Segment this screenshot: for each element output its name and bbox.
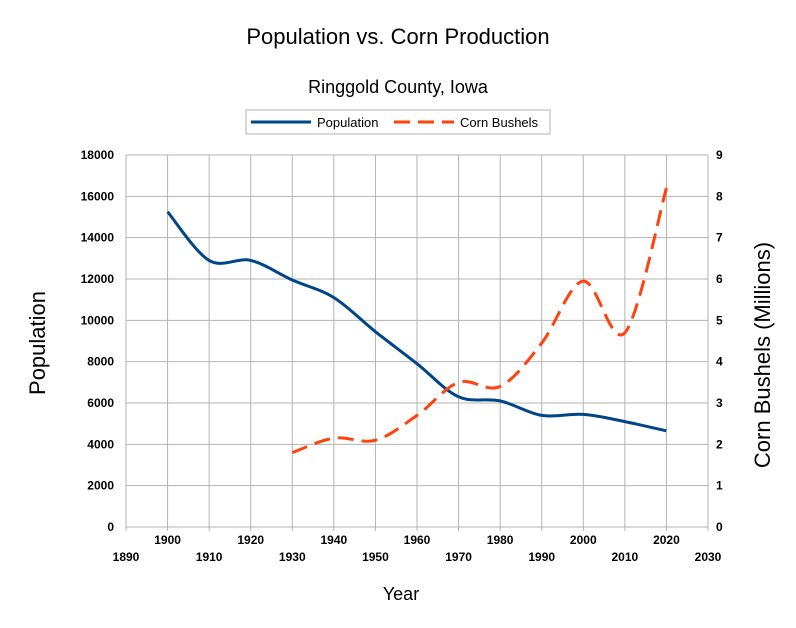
y-tick-label: 18000: [81, 148, 115, 162]
y-tick-label: 12000: [81, 272, 115, 286]
y-tick-label: 4000: [87, 437, 114, 451]
y-tick-label: 0: [107, 520, 114, 534]
x-tick-label: 2030: [695, 550, 722, 564]
y2-tick-label: 4: [716, 355, 723, 369]
y2-tick-label: 7: [716, 231, 723, 245]
data-point-corn-bushels: [582, 280, 585, 283]
x-tick-label: 1910: [196, 550, 223, 564]
data-point-population: [457, 395, 460, 398]
y-tick-label: 14000: [81, 231, 115, 245]
data-point-corn-bushels: [665, 187, 668, 190]
data-point-population: [291, 279, 294, 282]
x-tick-label: 1980: [487, 533, 514, 547]
x-tick-label: 2010: [612, 550, 639, 564]
x-tick-label: 1940: [321, 533, 348, 547]
x-tick-label: 2000: [570, 533, 597, 547]
data-point-corn-bushels: [291, 451, 294, 454]
x-tick-label: 1950: [362, 550, 389, 564]
legend-corn-label: Corn Bushels: [460, 115, 539, 130]
data-point-population: [249, 259, 252, 262]
data-point-population: [540, 414, 543, 417]
series-line-population: [166, 210, 667, 433]
data-point-corn-bushels: [499, 385, 502, 388]
y2-tick-label: 1: [716, 479, 723, 493]
y2-axis-title: Corn Bushels (Millions): [750, 242, 775, 468]
x-tick-label: 1990: [528, 550, 555, 564]
data-point-population: [166, 210, 169, 213]
y2-tick-label: 9: [716, 148, 723, 162]
y-tick-label: 6000: [87, 396, 114, 410]
y-tick-label: 2000: [87, 479, 114, 493]
data-point-corn-bushels: [623, 331, 626, 334]
data-point-corn-bushels: [332, 437, 335, 440]
x-tick-label: 1900: [154, 533, 181, 547]
data-point-population: [208, 259, 211, 262]
x-tick-label: 1920: [237, 533, 264, 547]
data-point-population: [416, 362, 419, 365]
y2-tick-label: 0: [716, 520, 723, 534]
data-point-population: [332, 296, 335, 299]
x-tick-label: 1890: [113, 550, 140, 564]
data-point-corn-bushels: [540, 342, 543, 345]
x-tick-label: 1970: [445, 550, 472, 564]
y2-tick-label: 5: [716, 313, 723, 327]
x-tick-label: 2020: [653, 533, 680, 547]
x-tick-label: 1930: [279, 550, 306, 564]
data-point-population: [665, 429, 668, 432]
data-point-population: [499, 399, 502, 402]
x-tick-label: 1960: [404, 533, 431, 547]
y-axis-title: Population: [25, 291, 50, 395]
y2-tick-label: 6: [716, 272, 723, 286]
y-tick-label: 10000: [81, 313, 115, 327]
y2-tick-label: 8: [716, 189, 723, 203]
legend-population-label: Population: [317, 115, 378, 130]
data-point-corn-bushels: [374, 439, 377, 442]
y2-tick-label: 2: [716, 437, 723, 451]
y-axis-ticks: 0 2000 4000 6000 8000 10000 12000 14000 16000 180…: [81, 148, 115, 534]
plot-area-frame: [125, 154, 709, 528]
data-point-corn-bushels: [416, 414, 419, 417]
x-axis-title: Year: [383, 584, 419, 604]
series-layer: [166, 187, 668, 455]
y-tick-label: 16000: [81, 189, 115, 203]
chart-title: Population vs. Corn Production: [246, 24, 549, 49]
y2-axis-ticks: 0 1 2 3 4 5 6 7 8 9: [716, 148, 723, 534]
x-axis-ticks: 1900 1920 1940 1960 1980 2000 2020 1890 1910 1930…: [113, 533, 722, 564]
data-point-corn-bushels: [457, 381, 460, 384]
legend: Population Corn Bushels: [245, 109, 551, 135]
data-point-population: [623, 420, 626, 423]
gridlines: [125, 154, 709, 531]
y2-tick-label: 3: [716, 396, 723, 410]
series-line-corn-bushels: [291, 187, 668, 455]
data-point-population: [374, 330, 377, 333]
chart-subtitle: Ringgold County, Iowa: [308, 77, 489, 97]
data-point-population: [582, 413, 585, 416]
y-tick-label: 8000: [87, 355, 114, 369]
